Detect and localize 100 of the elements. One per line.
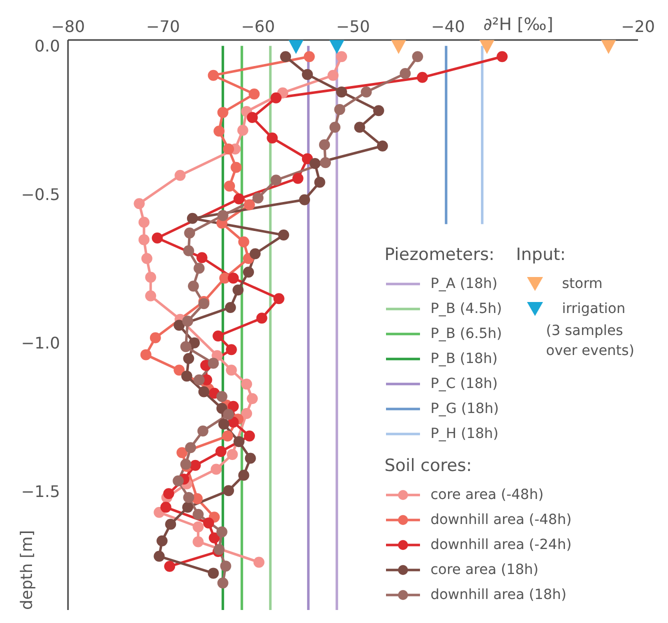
legend-label: P_B (6.5h): [430, 326, 502, 342]
legend-label: P_B (18h): [430, 350, 498, 366]
point: [217, 577, 228, 588]
x-tick-label: −70: [146, 17, 180, 36]
point: [600, 40, 617, 54]
point: [216, 391, 228, 402]
legend-label: P_B (4.5h): [430, 300, 502, 316]
annotation: (3 samples over events): [545, 322, 636, 361]
point: [220, 560, 232, 572]
point: [270, 174, 282, 186]
point: [208, 358, 219, 369]
point: [198, 386, 210, 398]
point: [246, 393, 258, 404]
point: [188, 337, 200, 348]
legend-label: P_H (18h): [430, 426, 498, 442]
annotation: Soil cores:: [384, 456, 473, 478]
point: [181, 370, 192, 382]
point: [238, 470, 250, 481]
point: [302, 68, 313, 80]
point: [192, 508, 204, 520]
x-tick-label: −20: [621, 17, 655, 36]
point: [244, 199, 255, 210]
point: [185, 442, 196, 454]
point: [145, 290, 156, 302]
point: [230, 162, 242, 173]
point: [376, 140, 388, 152]
point: [134, 198, 145, 210]
legend-label: storm: [562, 276, 602, 292]
x-tick-label: −50: [336, 17, 370, 36]
point: [226, 448, 238, 460]
point: [373, 105, 384, 116]
point: [320, 157, 331, 168]
point: [224, 180, 235, 192]
point: [299, 194, 310, 206]
point: [164, 560, 176, 572]
point: [228, 400, 239, 412]
point: [241, 408, 252, 419]
point: [208, 532, 220, 544]
point: [174, 320, 185, 331]
point: [328, 70, 339, 81]
point: [234, 436, 244, 448]
legend-label: downhill area (-24h): [430, 536, 572, 552]
point: [253, 556, 264, 568]
point: [248, 88, 260, 100]
point: [354, 122, 366, 133]
point: [165, 518, 176, 530]
point: [223, 408, 234, 420]
point: [304, 51, 315, 62]
point: [210, 464, 222, 475]
point: [156, 535, 168, 546]
point: [223, 143, 234, 154]
point: [288, 40, 304, 54]
x-tick-label: −80: [51, 17, 85, 36]
point: [141, 253, 152, 264]
y-tick-label: −1.0: [21, 333, 60, 352]
point: [252, 192, 264, 204]
point: [208, 70, 219, 81]
point: [138, 234, 150, 246]
point: [329, 122, 340, 133]
point: [186, 212, 198, 224]
point: [243, 266, 254, 278]
point: [280, 51, 292, 62]
point: [192, 521, 204, 532]
legend-label: irrigation: [562, 300, 626, 316]
point: [145, 272, 156, 283]
point: [217, 106, 228, 118]
point: [212, 330, 224, 342]
point: [217, 210, 228, 221]
point: [174, 364, 185, 376]
point: [140, 349, 152, 360]
point: [218, 418, 230, 430]
x-axis-title: ∂²H [‰]: [483, 15, 554, 35]
point: [232, 284, 244, 296]
point: [238, 236, 250, 248]
point: [310, 158, 320, 169]
point: [216, 526, 228, 538]
point: [336, 86, 348, 98]
legend-label: P_G (18h): [430, 400, 499, 416]
y-tick-label: −0.5: [21, 185, 60, 204]
point: [215, 446, 226, 457]
point: [412, 51, 424, 62]
point: [152, 232, 163, 244]
point: [266, 132, 278, 144]
point: [314, 176, 326, 188]
point: [214, 126, 225, 137]
point: [390, 40, 407, 54]
point: [244, 452, 256, 464]
point: [226, 364, 237, 376]
point: [400, 68, 411, 80]
point: [496, 51, 508, 62]
x-tick-label: −60: [241, 17, 275, 36]
point: [183, 245, 194, 256]
point: [182, 316, 194, 327]
point: [192, 536, 204, 548]
point: [223, 485, 234, 496]
point: [244, 430, 255, 442]
point: [208, 568, 219, 579]
legend-label: core area (-48h): [430, 486, 544, 502]
point: [292, 172, 304, 184]
point: [150, 332, 161, 344]
